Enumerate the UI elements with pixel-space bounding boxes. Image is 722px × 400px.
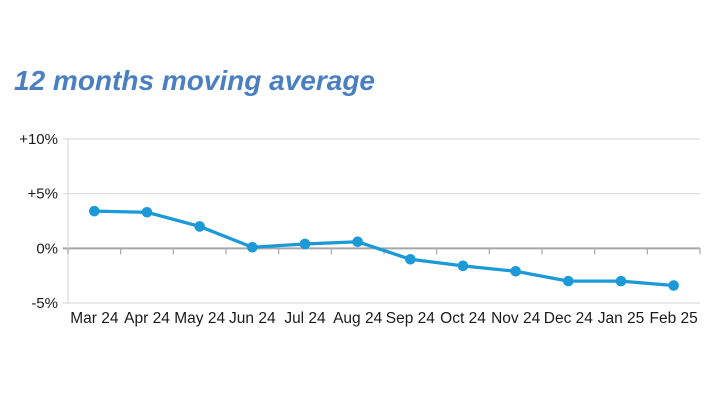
x-tick-label: Aug 24 xyxy=(333,310,383,327)
series-line xyxy=(92,209,676,288)
y-tick-label: -5% xyxy=(31,295,58,312)
data-point xyxy=(299,238,311,250)
y-tick-label: +10% xyxy=(19,131,58,148)
y-tick-label: +5% xyxy=(28,186,58,203)
data-point xyxy=(510,265,521,277)
data-point xyxy=(141,206,153,218)
data-point xyxy=(563,275,574,287)
data-point xyxy=(89,205,100,217)
x-tick-label: Nov 24 xyxy=(491,310,540,327)
x-tick-label: Jan 25 xyxy=(598,310,645,327)
x-tick-label: Sep 24 xyxy=(386,310,436,327)
x-tick-label: May 24 xyxy=(174,310,225,327)
x-tick-label: Mar 24 xyxy=(70,310,119,327)
x-tick-label: Feb 25 xyxy=(650,310,698,327)
x-tick-label: Apr 24 xyxy=(124,310,170,327)
data-point xyxy=(405,253,416,265)
data-point xyxy=(457,260,469,272)
chart-title: 12 months moving average xyxy=(14,65,376,96)
x-tick-label: Jun 24 xyxy=(229,310,276,327)
data-point xyxy=(615,275,627,287)
data-point xyxy=(247,241,258,253)
data-point xyxy=(194,221,205,232)
data-point xyxy=(352,236,363,248)
y-tick-label: 0% xyxy=(36,240,58,257)
x-tick-label: Jul 24 xyxy=(284,310,326,327)
x-tick-label: Dec 24 xyxy=(544,310,593,327)
x-tick-label: Oct 24 xyxy=(440,310,486,327)
data-point xyxy=(668,280,679,291)
